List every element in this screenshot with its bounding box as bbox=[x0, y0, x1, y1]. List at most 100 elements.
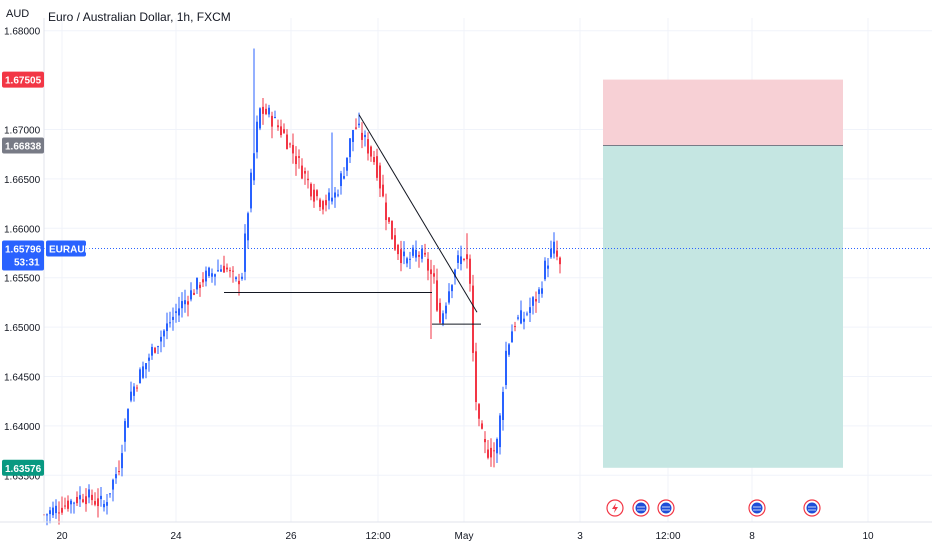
candle bbox=[436, 280, 438, 311]
candle bbox=[466, 254, 468, 260]
current-price-badge[interactable] bbox=[2, 240, 44, 271]
candle bbox=[331, 197, 333, 202]
candle bbox=[118, 471, 120, 473]
position-zones[interactable] bbox=[44, 79, 932, 468]
candle bbox=[253, 153, 255, 181]
candle bbox=[214, 274, 216, 277]
candle bbox=[388, 217, 390, 222]
candle bbox=[316, 190, 318, 197]
candle bbox=[223, 265, 225, 273]
candle bbox=[133, 386, 135, 396]
candle bbox=[280, 126, 282, 136]
grid bbox=[44, 18, 932, 522]
take-profit-zone[interactable] bbox=[603, 145, 843, 468]
candle bbox=[400, 249, 402, 264]
candle bbox=[220, 269, 222, 272]
price-tick-label: 1.66500 bbox=[4, 175, 41, 186]
candle bbox=[70, 500, 72, 505]
candle bbox=[127, 409, 129, 428]
candle bbox=[379, 165, 381, 189]
candle bbox=[292, 144, 294, 154]
candle bbox=[100, 495, 102, 500]
candle bbox=[514, 326, 516, 328]
price-badge-label: 1.66838 bbox=[5, 142, 42, 153]
candle bbox=[460, 256, 462, 265]
trendlines[interactable] bbox=[224, 114, 481, 325]
candle bbox=[370, 146, 372, 157]
candle bbox=[163, 330, 165, 337]
trendline[interactable] bbox=[358, 114, 478, 313]
price-badge[interactable] bbox=[2, 137, 44, 154]
event-markers[interactable] bbox=[606, 499, 821, 517]
candle bbox=[481, 423, 483, 429]
price-tick-label: 1.66000 bbox=[4, 224, 41, 235]
time-axis[interactable]: 20 24 26 12:00 May 3 12:00 8 10 bbox=[0, 521, 932, 542]
time-tick-label: 3 bbox=[577, 531, 583, 542]
candle bbox=[355, 127, 357, 129]
candle bbox=[418, 254, 420, 257]
candle bbox=[376, 156, 378, 178]
candle bbox=[226, 267, 228, 270]
candle bbox=[547, 265, 549, 269]
candle bbox=[397, 244, 399, 255]
price-axis[interactable]: 1.68000 1.67000 1.66500 1.66000 1.65500 1.650… bbox=[2, 18, 92, 522]
flag-glyph bbox=[660, 502, 672, 514]
candle bbox=[217, 270, 219, 272]
candle bbox=[166, 323, 168, 332]
candle bbox=[142, 366, 144, 378]
candle bbox=[262, 106, 264, 114]
candle bbox=[229, 270, 231, 272]
price-badge[interactable] bbox=[2, 459, 44, 476]
candle bbox=[457, 255, 459, 263]
candle bbox=[121, 453, 123, 469]
candle bbox=[313, 189, 315, 202]
candle bbox=[154, 347, 156, 353]
candle bbox=[88, 489, 90, 498]
candle bbox=[541, 288, 543, 294]
candle bbox=[91, 494, 93, 501]
candle bbox=[151, 346, 153, 356]
candle bbox=[487, 449, 489, 458]
chart-title: Euro / Australian Dollar, 1h, FXCM bbox=[48, 10, 231, 24]
candles bbox=[43, 48, 561, 526]
symbol-badge[interactable] bbox=[46, 240, 86, 257]
candle bbox=[202, 279, 204, 283]
flag-glyph bbox=[635, 502, 647, 514]
candle bbox=[499, 415, 501, 448]
time-tick-label: 26 bbox=[285, 531, 297, 542]
candle bbox=[76, 496, 78, 504]
candle bbox=[424, 252, 426, 255]
candle bbox=[94, 501, 96, 505]
candle bbox=[382, 184, 384, 197]
candle bbox=[178, 308, 180, 316]
flag-glyph-stripes bbox=[753, 506, 761, 511]
candle bbox=[49, 510, 51, 515]
candle bbox=[361, 132, 363, 140]
candle bbox=[523, 318, 525, 322]
candle bbox=[187, 301, 189, 305]
stop-loss-zone[interactable] bbox=[603, 79, 843, 146]
candle bbox=[409, 258, 411, 260]
candle bbox=[328, 192, 330, 201]
symbol-label: EURAUD bbox=[49, 244, 92, 255]
price-badge[interactable] bbox=[2, 71, 44, 88]
candle bbox=[160, 336, 162, 342]
candle bbox=[445, 305, 447, 314]
candle bbox=[526, 313, 528, 315]
price-tick-label: 1.63500 bbox=[4, 471, 41, 482]
candle bbox=[529, 307, 531, 313]
candle bbox=[172, 316, 174, 320]
flag-glyph-stripes bbox=[662, 506, 670, 511]
candle bbox=[277, 125, 279, 128]
price-tick-label: 1.65000 bbox=[4, 323, 41, 334]
price-tick-label: 1.64000 bbox=[4, 422, 41, 433]
candle bbox=[52, 507, 54, 516]
candle bbox=[271, 115, 273, 127]
price-badge-label: 1.67505 bbox=[5, 76, 42, 87]
candle bbox=[538, 289, 540, 295]
candle bbox=[169, 322, 171, 324]
countdown-timer: 53:31 bbox=[14, 257, 40, 268]
candle bbox=[493, 450, 495, 452]
